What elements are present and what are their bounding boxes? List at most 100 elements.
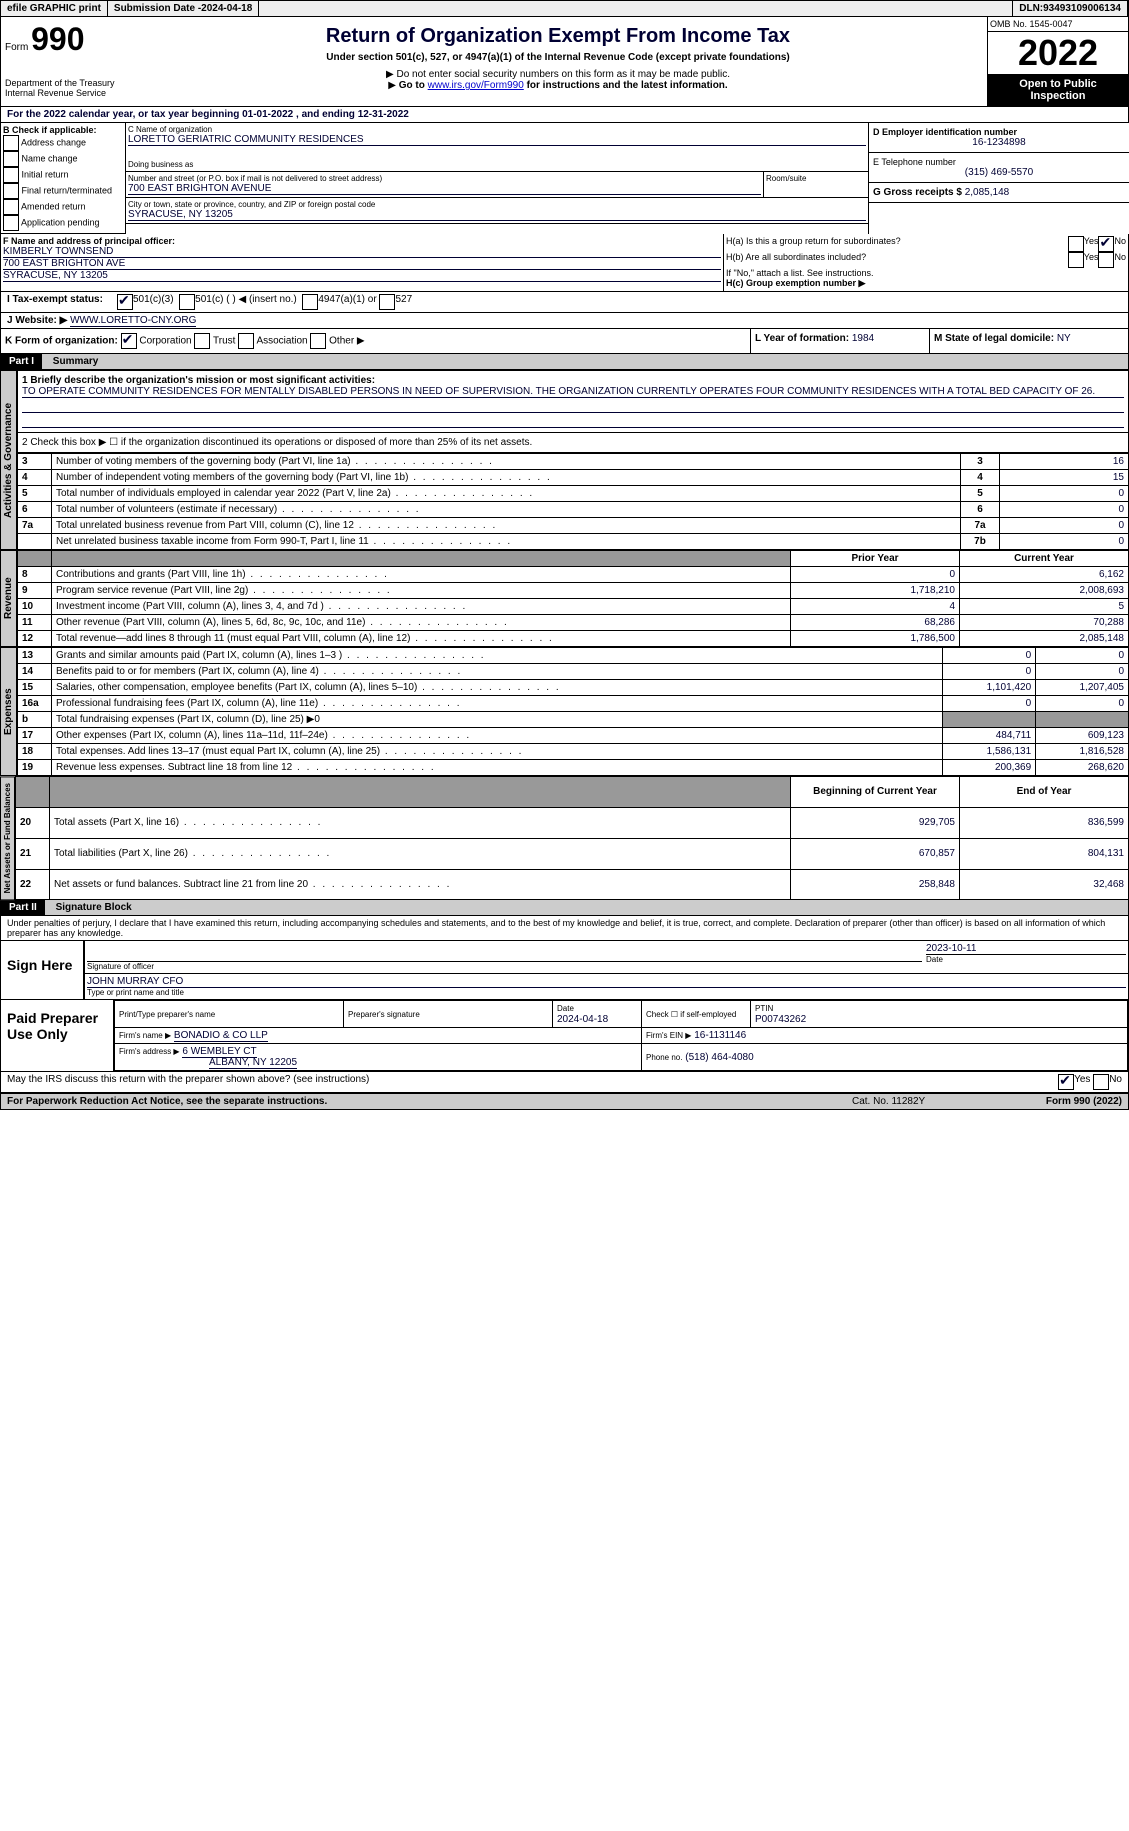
dno: No [1109, 1074, 1122, 1090]
hb-no[interactable] [1098, 252, 1114, 268]
tab-net: Net Assets or Fund Balances [0, 776, 15, 900]
pra: For Paperwork Reduction Act Notice, see … [7, 1096, 852, 1107]
opt2: 4947(a)(1) or [318, 294, 376, 310]
submission-label: Submission Date - [114, 3, 201, 14]
spacer [259, 1, 1013, 16]
k-corp[interactable] [121, 333, 137, 349]
check-b-label: B Check if applicable: [3, 125, 123, 135]
m-label: M State of legal domicile: [934, 333, 1054, 344]
note2-pre: Go to [399, 80, 428, 91]
tab-expenses: Expenses [0, 647, 17, 776]
opt3: 527 [395, 294, 412, 310]
state-m: M State of legal domicile: NY [929, 329, 1128, 353]
page-footer: For Paperwork Reduction Act Notice, see … [0, 1093, 1129, 1110]
ha: H(a) Is this a group return for subordin… [726, 236, 1068, 252]
sig-date-label: Date [926, 954, 1126, 964]
note2: ▶ Go to www.irs.gov/Form990 for instruct… [133, 80, 983, 91]
line2: 2 Check this box ▶ ☐ if the organization… [17, 433, 1129, 453]
l-label: L Year of formation: [755, 333, 849, 344]
j-label: J Website: ▶ [7, 315, 67, 326]
h-block: H(a) Is this a group return for subordin… [724, 234, 1128, 291]
part1-title: Part I [1, 354, 42, 369]
f-city: SYRACUSE, NY 13205 [3, 270, 721, 282]
i-4947[interactable] [302, 294, 318, 310]
part2-name: Signature Block [48, 902, 132, 913]
sig-officer-label: Signature of officer [87, 961, 922, 971]
fh-row: F Name and address of principal officer:… [0, 234, 1129, 292]
omb: OMB No. 1545-0047 [988, 17, 1128, 32]
prep-date: 2024-04-18 [557, 1014, 608, 1025]
form-footer: Form 990 (2022) [1002, 1096, 1122, 1107]
sign-here-label: Sign Here [1, 941, 83, 999]
submission-cell: Submission Date - 2024-04-18 [108, 1, 259, 16]
check-item: Final return/terminated [3, 183, 123, 199]
form-title: Return of Organization Exempt From Incom… [133, 25, 983, 48]
kopt3: Other ▶ [329, 336, 364, 347]
discuss-text: May the IRS discuss this return with the… [7, 1074, 1058, 1090]
exp-block: Expenses 13Grants and similar amounts pa… [0, 647, 1129, 776]
i-label: I Tax-exempt status: [7, 294, 117, 310]
right-info: D Employer identification number 16-1234… [869, 123, 1129, 234]
firm-addr-label: Firm's address ▶ [119, 1047, 180, 1056]
hb-note: If "No," attach a list. See instructions… [726, 268, 1126, 278]
no-label: No [1114, 236, 1126, 252]
preparer-block: Paid Preparer Use Only Print/Type prepar… [0, 1000, 1129, 1072]
discuss-no[interactable] [1093, 1074, 1109, 1090]
part1-header: Part I Summary [0, 354, 1129, 370]
ptin: P00743262 [755, 1014, 806, 1025]
part1-name: Summary [45, 356, 99, 367]
submission-date: 2024-04-18 [201, 3, 252, 14]
dept-label: Department of the Treasury Internal Reve… [5, 78, 125, 98]
declaration: Under penalties of perjury, I declare th… [0, 916, 1129, 941]
prep-name-label: Print/Type preparer's name [119, 1010, 215, 1019]
j-val: WWW.LORETTO-CNY.ORG [70, 315, 196, 327]
irs-link[interactable]: www.irs.gov/Form990 [428, 80, 524, 91]
line1: 1 Briefly describe the organization's mi… [17, 370, 1129, 433]
note1: ▶ Do not enter social security numbers o… [133, 69, 983, 80]
year-l: L Year of formation: 1984 [750, 329, 929, 353]
ha-yes[interactable] [1068, 236, 1084, 252]
sig-name: JOHN MURRAY CFO [87, 976, 1126, 988]
top-bar: efile GRAPHIC print Submission Date - 20… [0, 0, 1129, 17]
ein: 16-1234898 [873, 137, 1125, 148]
k-other[interactable] [310, 333, 326, 349]
blank-line [22, 413, 1124, 428]
discuss-row: May the IRS discuss this return with the… [0, 1072, 1129, 1093]
tax-status-i: I Tax-exempt status: 501(c)(3) 501(c) ( … [0, 292, 1129, 313]
prep-sig-label: Preparer's signature [348, 1010, 420, 1019]
officer-f: F Name and address of principal officer:… [1, 234, 724, 291]
tel: (315) 469-5570 [873, 167, 1125, 178]
period-line: For the 2022 calendar year, or tax year … [0, 107, 1129, 123]
gov-table: 3Number of voting members of the governi… [17, 453, 1129, 550]
i-527[interactable] [379, 294, 395, 310]
ha-no[interactable] [1098, 236, 1114, 252]
m-val: NY [1057, 333, 1071, 344]
inspection-badge: Open to Public Inspection [988, 74, 1128, 106]
phone-label: Phone no. [646, 1053, 682, 1062]
i-501c3[interactable] [117, 294, 133, 310]
cat: Cat. No. 11282Y [852, 1096, 1002, 1107]
header-mid: Return of Organization Exempt From Incom… [129, 17, 987, 106]
l1-text: TO OPERATE COMMUNITY RESIDENCES FOR MENT… [22, 386, 1124, 398]
discuss-yes[interactable] [1058, 1074, 1074, 1090]
hb-yes[interactable] [1068, 252, 1084, 268]
room-label: Room/suite [764, 172, 868, 197]
kopt0: Corporation [139, 336, 191, 347]
firm-city: ALBANY, NY 12205 [209, 1057, 297, 1069]
hb: H(b) Are all subordinates included? [726, 252, 1068, 268]
no-label2: No [1114, 252, 1126, 268]
form-subtitle: Under section 501(c), 527, or 4947(a)(1)… [133, 52, 983, 63]
part2-header: Part II Signature Block [0, 900, 1129, 916]
kopt1: Trust [213, 336, 235, 347]
k-trust[interactable] [194, 333, 210, 349]
check-item: Application pending [3, 215, 123, 231]
tax-year: 2022 [988, 32, 1128, 74]
firm-ein-label: Firm's EIN ▶ [646, 1031, 691, 1040]
paid-label: Paid Preparer Use Only [1, 1000, 113, 1071]
tab-activities: Activities & Governance [0, 370, 17, 550]
opt0: 501(c)(3) [133, 294, 174, 310]
kopt2: Association [256, 336, 307, 347]
i-501c[interactable] [179, 294, 195, 310]
city-label: City or town, state or province, country… [128, 200, 866, 209]
k-assoc[interactable] [238, 333, 254, 349]
